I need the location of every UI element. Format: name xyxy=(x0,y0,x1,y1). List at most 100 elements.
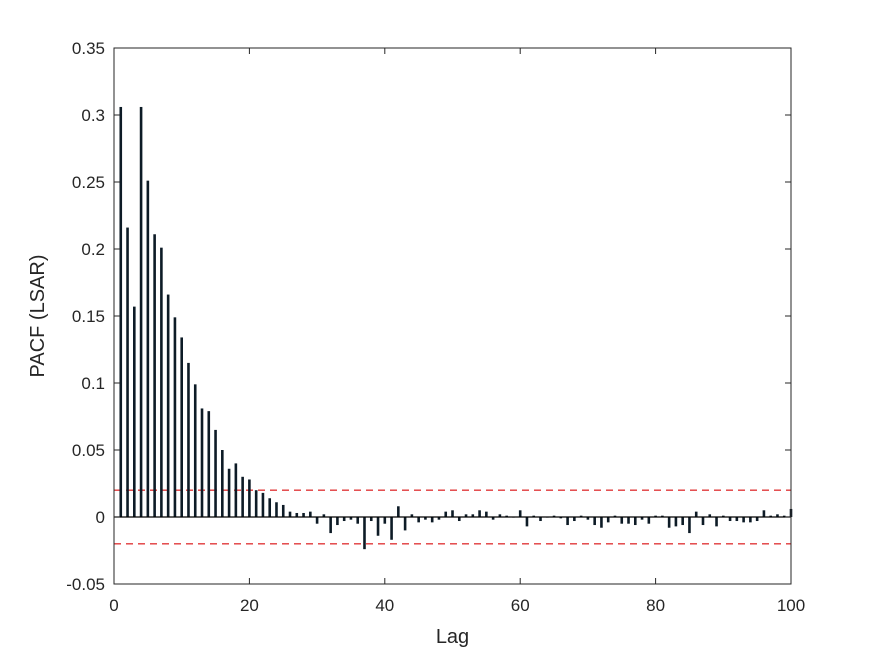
pacf-bar xyxy=(782,515,786,517)
pacf-bar xyxy=(227,468,231,517)
pacf-bar xyxy=(498,514,502,517)
pacf-bar xyxy=(776,514,779,517)
pacf-bar xyxy=(356,517,360,524)
pacf-bar xyxy=(214,429,217,517)
pacf-bar xyxy=(694,511,698,517)
pacf-bar xyxy=(336,517,339,526)
pacf-bar xyxy=(424,517,427,520)
pacf-bar xyxy=(187,362,190,517)
pacf-bar xyxy=(471,514,475,517)
pacf-bar xyxy=(221,450,224,517)
pacf-bar xyxy=(579,515,583,517)
pacf-bar xyxy=(390,517,393,540)
pacf-bar xyxy=(417,517,420,523)
pacf-bar xyxy=(769,515,772,517)
y-tick-label: 0.3 xyxy=(81,106,105,125)
pacf-bar xyxy=(633,517,637,526)
pacf-bar xyxy=(532,515,536,517)
pacf-bar xyxy=(329,517,332,534)
pacf-bar xyxy=(295,512,299,517)
pacf-bar xyxy=(613,515,617,517)
pacf-bar xyxy=(369,517,373,522)
pacf-bar xyxy=(715,517,718,527)
pacf-bar xyxy=(640,517,644,520)
x-tick-label: 0 xyxy=(109,596,118,615)
x-tick-label: 20 xyxy=(240,596,259,615)
pacf-bar xyxy=(688,517,691,534)
pacf-bar xyxy=(451,510,454,517)
pacf-bar xyxy=(288,511,292,517)
pacf-bar xyxy=(309,511,312,517)
pacf-bars xyxy=(119,106,793,550)
pacf-bar xyxy=(275,502,278,517)
pacf-bar xyxy=(762,510,766,517)
pacf-bar xyxy=(464,514,468,517)
pacf-bar xyxy=(410,514,414,517)
pacf-bar xyxy=(674,517,678,527)
pacf-bar xyxy=(180,337,183,517)
pacf-bar xyxy=(268,498,272,517)
x-tick-label: 60 xyxy=(511,596,530,615)
pacf-bar xyxy=(735,517,739,522)
pacf-bar xyxy=(342,517,346,522)
pacf-bar xyxy=(146,180,150,517)
y-tick-label: 0.35 xyxy=(72,39,105,58)
pacf-bar xyxy=(234,463,238,517)
pacf-bar xyxy=(363,517,366,550)
pacf-bar xyxy=(437,517,441,520)
pacf-bar xyxy=(126,227,129,517)
y-tick-label: 0 xyxy=(96,508,105,527)
pacf-bar xyxy=(478,510,481,517)
pacf-bar xyxy=(525,517,529,527)
y-tick-label: -0.05 xyxy=(66,575,105,594)
pacf-bar xyxy=(248,479,251,517)
x-axis-label: Lag xyxy=(436,626,469,648)
pacf-bar xyxy=(593,517,596,526)
pacf-bar xyxy=(606,517,610,523)
pacf-bar xyxy=(728,517,732,522)
pacf-bar xyxy=(173,317,177,517)
pacf-bar xyxy=(315,517,319,524)
pacf-bar xyxy=(403,517,407,531)
pacf-bar xyxy=(667,517,671,528)
pacf-bar xyxy=(654,515,657,517)
pacf-bar xyxy=(600,517,603,528)
pacf-bar xyxy=(397,506,400,517)
x-tick-label: 80 xyxy=(646,596,665,615)
y-axis-label: PACF (LSAR) xyxy=(27,255,49,378)
y-tick-label: 0.25 xyxy=(72,173,105,192)
y-tick-label: 0.1 xyxy=(81,374,105,393)
pacf-bar xyxy=(573,517,576,522)
y-tick-label: 0.2 xyxy=(81,240,105,259)
y-tick-label: 0.05 xyxy=(72,441,105,460)
y-tick-label: 0.15 xyxy=(72,307,105,326)
pacf-bar xyxy=(681,517,684,526)
pacf-bar xyxy=(518,510,522,517)
pacf-bar xyxy=(749,517,752,523)
pacf-bar xyxy=(444,511,448,517)
pacf-bar xyxy=(708,514,712,517)
pacf-bar xyxy=(742,517,745,523)
pacf-bar xyxy=(627,517,630,524)
pacf-bar xyxy=(207,411,211,517)
pacf-bar xyxy=(139,106,143,518)
plot-area xyxy=(114,48,791,584)
pacf-bar xyxy=(539,517,542,522)
pacf-bar xyxy=(586,517,590,520)
pacf-bar xyxy=(302,512,305,517)
x-tick-label: 40 xyxy=(375,596,394,615)
pacf-bar xyxy=(133,306,136,517)
pacf-bar xyxy=(193,384,197,517)
pacf-bar xyxy=(701,517,705,526)
pacf-bar xyxy=(661,515,664,517)
y-axis-ticks: -0.05 0 0.05 0.1 0.15 0.2 0.25 0.3 0.35 xyxy=(66,39,791,594)
pacf-bar xyxy=(281,504,285,517)
pacf-bar xyxy=(261,492,265,517)
pacf-bar xyxy=(485,511,488,517)
pacf-bar xyxy=(160,247,163,517)
pacf-bar xyxy=(620,517,624,524)
pacf-bar xyxy=(552,515,556,517)
confidence-bounds xyxy=(114,489,791,545)
pacf-bar xyxy=(322,514,326,517)
